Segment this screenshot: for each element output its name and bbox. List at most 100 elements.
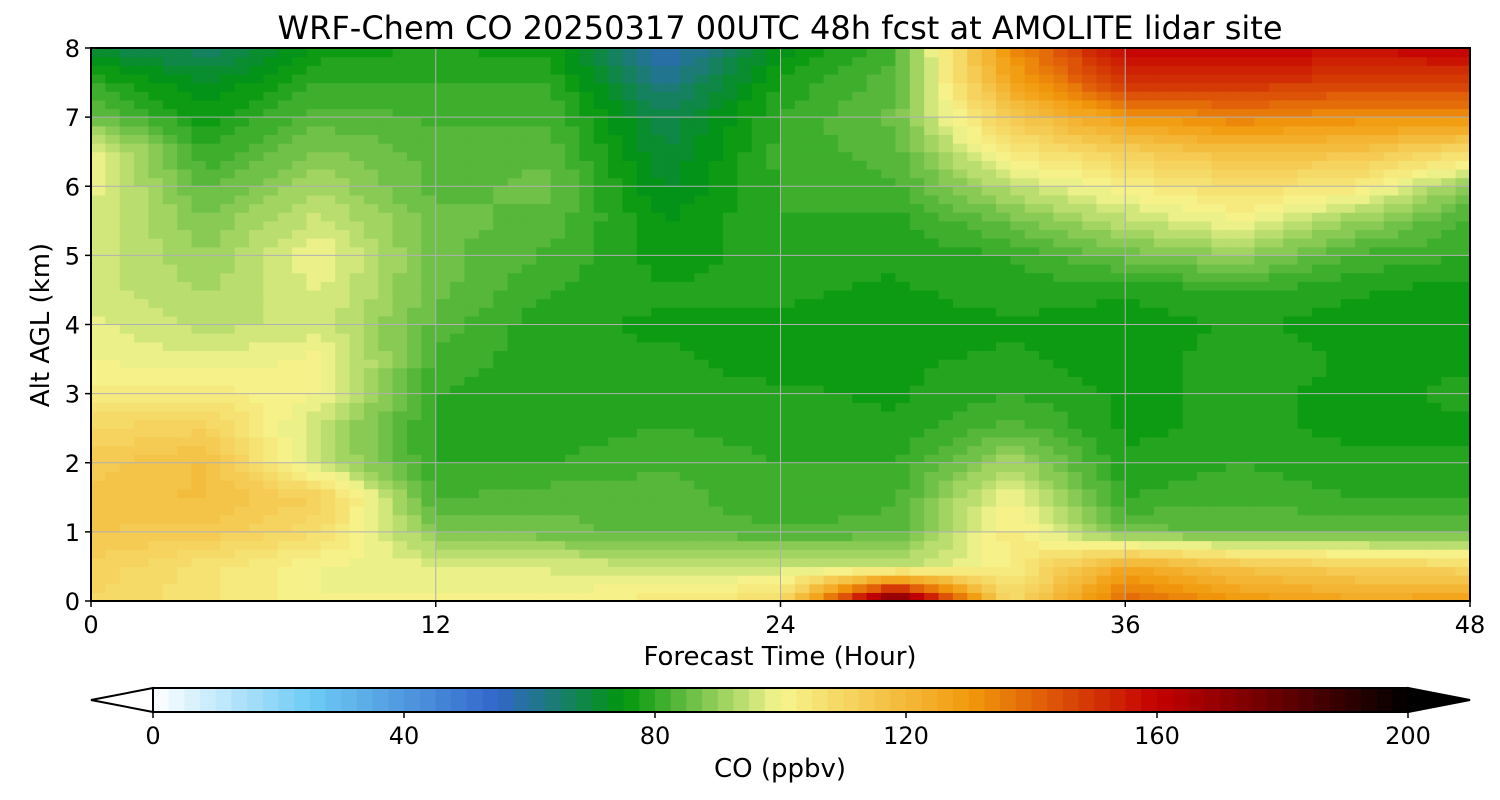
contour-cell: [220, 264, 236, 274]
contour-cell: [162, 359, 178, 369]
contour-cell: [794, 91, 810, 101]
contour-cell: [1082, 488, 1098, 498]
contour-cell: [579, 480, 595, 490]
contour-cell: [852, 376, 868, 386]
contour-cell: [1110, 134, 1126, 144]
contour-cell: [1053, 410, 1069, 421]
contour-cell: [794, 341, 810, 352]
contour-cell: [1125, 367, 1141, 377]
contour-cell: [105, 436, 121, 447]
contour-cell: [1053, 307, 1069, 317]
contour-cell: [823, 419, 839, 429]
contour-cell: [1010, 48, 1026, 58]
contour-cell: [1139, 134, 1155, 144]
contour-cell: [493, 108, 509, 118]
contour-cell: [263, 445, 279, 455]
contour-cell: [320, 143, 336, 153]
contour-cell: [464, 514, 480, 524]
contour-cell: [450, 229, 466, 239]
contour-cell: [277, 186, 293, 196]
contour-cell: [306, 557, 322, 568]
contour-cell: [708, 264, 724, 274]
contour-cell: [392, 281, 408, 291]
contour-cell: [1067, 324, 1083, 334]
contour-cell: [608, 143, 624, 153]
contour-cell: [723, 540, 738, 550]
contour-cell: [1082, 497, 1098, 507]
contour-cell: [234, 341, 250, 352]
contour-cell: [277, 480, 293, 490]
contour-cell: [852, 48, 868, 58]
contour-cell: [909, 281, 925, 291]
contour-cell: [234, 497, 250, 507]
contour-cell: [766, 117, 782, 127]
contour-cell: [708, 91, 724, 101]
contour-cell: [679, 229, 695, 239]
contour-cell: [435, 402, 451, 412]
contour-cell: [320, 177, 336, 187]
contour-cell: [292, 56, 308, 66]
contour-cell: [1024, 419, 1040, 429]
contour-cell: [1039, 540, 1055, 550]
contour-cell: [148, 505, 164, 516]
contour-cell: [938, 505, 954, 516]
contour-cell: [162, 186, 178, 196]
contour-cell: [162, 583, 178, 593]
contour-cell: [1096, 402, 1112, 412]
contour-cell: [794, 203, 810, 213]
contour-cell: [837, 557, 853, 568]
contour-cell: [478, 91, 494, 101]
contour-cell: [521, 194, 537, 205]
contour-cell: [579, 324, 595, 334]
contour-cell: [593, 557, 609, 568]
contour-cell: [435, 48, 451, 58]
contour-cell: [723, 220, 738, 231]
contour-cell: [478, 341, 494, 352]
contour-cell: [952, 255, 968, 265]
contour-cell: [579, 402, 595, 412]
contour-cell: [1153, 298, 1169, 308]
contour-cell: [938, 549, 954, 559]
contour-cell: [1110, 367, 1126, 377]
contour-cell: [306, 281, 322, 291]
contour-cell: [1182, 480, 1198, 490]
contour-cell: [478, 575, 494, 585]
contour-cell: [478, 125, 494, 136]
contour-cell: [263, 514, 279, 524]
contour-cell: [363, 272, 379, 282]
contour-cell: [536, 341, 552, 352]
contour-cell: [1110, 505, 1126, 516]
contour-cell: [105, 376, 121, 386]
contour-cell: [952, 566, 968, 576]
contour-cell: [608, 505, 624, 516]
contour-cell: [220, 445, 236, 455]
contour-cell: [1110, 359, 1126, 369]
contour-cell: [694, 341, 710, 352]
contour-cell: [967, 523, 983, 533]
contour-cell: [263, 540, 279, 550]
contour-cell: [349, 117, 365, 127]
contour-cell: [407, 220, 422, 231]
contour-cell: [349, 143, 365, 153]
contour-cell: [521, 48, 537, 58]
contour-cell: [694, 557, 710, 568]
contour-cell: [967, 272, 983, 282]
contour-cell: [1110, 272, 1126, 282]
contour-cell: [1182, 445, 1198, 455]
contour-cell: [1110, 540, 1126, 550]
contour-cell: [665, 238, 681, 248]
contour-cell: [1024, 341, 1040, 352]
contour-cell: [665, 246, 681, 256]
contour-cell: [536, 272, 552, 282]
contour-cell: [550, 264, 566, 274]
contour-cell: [1010, 549, 1026, 559]
contour-cell: [435, 212, 451, 222]
contour-cell: [794, 497, 810, 507]
contour-cell: [723, 514, 738, 524]
contour-cell: [995, 194, 1011, 205]
contour-cell: [766, 488, 782, 498]
contour-cell: [809, 220, 825, 231]
contour-cell: [852, 264, 868, 274]
contour-cell: [378, 99, 394, 110]
contour-cell: [1010, 341, 1026, 352]
